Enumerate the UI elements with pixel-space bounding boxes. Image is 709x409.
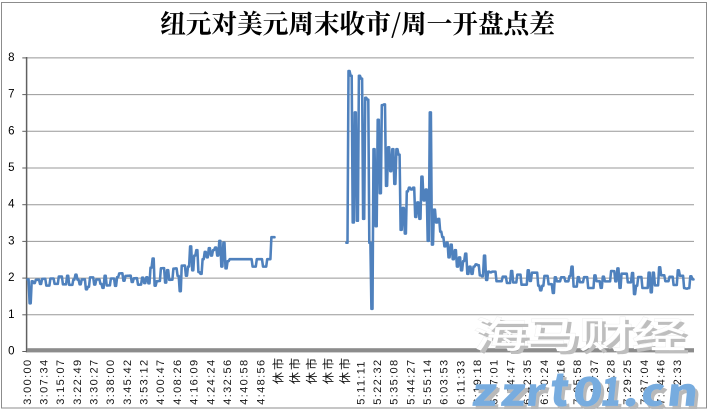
svg-text:5:55:14: 5:55:14 xyxy=(422,359,434,405)
svg-text:4:24:24: 4:24:24 xyxy=(205,359,217,405)
svg-text:4:32:56: 4:32:56 xyxy=(222,359,234,405)
svg-text:3:00:00: 3:00:00 xyxy=(22,359,34,405)
svg-text:3: 3 xyxy=(8,235,14,247)
svg-text:4: 4 xyxy=(8,199,15,211)
svg-text:7:29:25: 7:29:25 xyxy=(622,359,634,405)
svg-text:3:22:49: 3:22:49 xyxy=(72,359,84,405)
svg-text:3:45:42: 3:45:42 xyxy=(122,359,134,405)
svg-text:6:19:18: 6:19:18 xyxy=(472,359,484,405)
svg-text:5:11:11: 5:11:11 xyxy=(355,360,367,405)
svg-text:5:22:32: 5:22:32 xyxy=(372,359,384,405)
svg-text:3:30:27: 3:30:27 xyxy=(89,359,101,405)
svg-text:3:53:12: 3:53:12 xyxy=(139,359,151,405)
svg-text:7:44:46: 7:44:46 xyxy=(655,359,667,405)
svg-text:7: 7 xyxy=(8,89,14,101)
svg-text:6:03:53: 6:03:53 xyxy=(439,359,451,405)
svg-text:6:50:24: 6:50:24 xyxy=(539,359,551,405)
svg-text:5:44:27: 5:44:27 xyxy=(405,359,417,405)
svg-text:2: 2 xyxy=(8,272,14,284)
svg-text:1: 1 xyxy=(8,309,14,321)
svg-text:4:08:26: 4:08:26 xyxy=(172,359,184,405)
svg-text:4:00:47: 4:00:47 xyxy=(155,359,167,405)
svg-text:6: 6 xyxy=(8,125,14,137)
svg-text:4:16:09: 4:16:09 xyxy=(189,359,201,405)
svg-text:4:40:58: 4:40:58 xyxy=(239,359,251,405)
svg-text:8: 8 xyxy=(8,52,14,64)
svg-text:6:11:33: 6:11:33 xyxy=(455,359,467,404)
svg-text:4:48:56: 4:48:56 xyxy=(255,359,267,405)
svg-text:3:38:00: 3:38:00 xyxy=(105,359,117,405)
svg-text:3:07:34: 3:07:34 xyxy=(39,359,51,405)
svg-text:3:15:07: 3:15:07 xyxy=(55,359,67,405)
svg-text:0: 0 xyxy=(8,346,14,358)
svg-text:5:35:08: 5:35:08 xyxy=(389,359,401,405)
svg-text:5: 5 xyxy=(8,162,14,174)
